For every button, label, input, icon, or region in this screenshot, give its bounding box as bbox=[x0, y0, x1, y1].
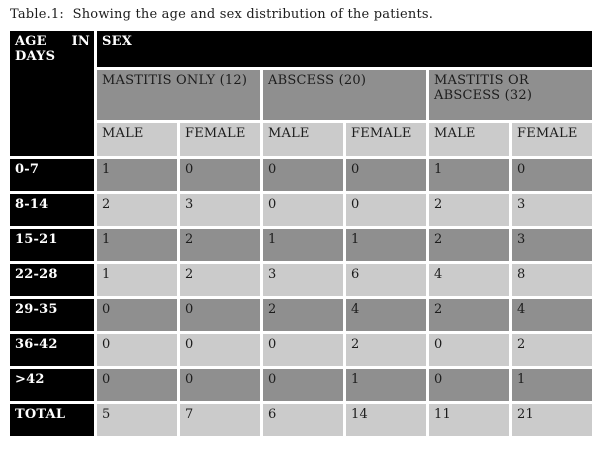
data-cell: 0 bbox=[263, 159, 343, 191]
data-cell: 0 bbox=[429, 334, 509, 366]
row-header-cell: 22-28 bbox=[10, 264, 94, 296]
row-header-cell: TOTAL bbox=[10, 404, 94, 436]
table-caption: Table.1: Showing the age and sex distrib… bbox=[10, 7, 434, 22]
data-cell: 6 bbox=[263, 404, 343, 436]
data-cell: 0 bbox=[263, 194, 343, 226]
data-cell: 2 bbox=[346, 334, 426, 366]
data-cell: 0 bbox=[263, 369, 343, 401]
group-header-cell-abscess: ABSCESS (20) bbox=[263, 70, 426, 120]
corner-header-cell: AGE IN DAYS bbox=[10, 31, 94, 156]
row-header-cell: 29-35 bbox=[10, 299, 94, 331]
sex-header-cell: SEX bbox=[97, 31, 593, 67]
row-header-cell: 8-14 bbox=[10, 194, 94, 226]
data-cell: 14 bbox=[346, 404, 426, 436]
data-cell: 3 bbox=[180, 194, 260, 226]
data-cell: 4 bbox=[346, 299, 426, 331]
data-cell: 0 bbox=[180, 369, 260, 401]
data-cell: 2 bbox=[263, 299, 343, 331]
row-header-cell: 15-21 bbox=[10, 229, 94, 261]
group-header-cell-mastitis-only: MASTITIS ONLY (12) bbox=[97, 70, 260, 120]
table-row: 8-14 2 3 0 0 2 3 bbox=[10, 194, 593, 226]
table-body: 0-7 1 0 0 0 1 0 8-14 2 3 0 0 2 3 15-21 1 2 1 1 2 3 22-28 1 2 3 6 4… bbox=[10, 159, 593, 436]
data-cell: 0 bbox=[180, 159, 260, 191]
data-cell: 5 bbox=[97, 404, 177, 436]
data-cell: 0 bbox=[97, 369, 177, 401]
data-cell: 3 bbox=[512, 194, 593, 226]
data-cell: 11 bbox=[429, 404, 509, 436]
data-cell: 21 bbox=[512, 404, 593, 436]
data-cell: 2 bbox=[180, 229, 260, 261]
data-cell: 0 bbox=[180, 299, 260, 331]
table-row: >42 0 0 0 1 0 1 bbox=[10, 369, 593, 401]
sub-header-cell-female: FEMALE bbox=[346, 123, 426, 156]
table-header: AGE IN DAYS SEX MASTITIS ONLY (12) ABSCE… bbox=[10, 31, 593, 156]
data-cell: 6 bbox=[346, 264, 426, 296]
data-cell: 2 bbox=[429, 229, 509, 261]
data-cell: 1 bbox=[429, 159, 509, 191]
data-cell: 0 bbox=[97, 299, 177, 331]
row-header-cell: >42 bbox=[10, 369, 94, 401]
table-row: 22-28 1 2 3 6 4 8 bbox=[10, 264, 593, 296]
header-row-age-sex: AGE IN DAYS SEX bbox=[10, 31, 593, 156]
data-cell: 1 bbox=[346, 229, 426, 261]
table-row: TOTAL 5 7 6 14 11 21 bbox=[10, 404, 593, 436]
data-cell: 0 bbox=[512, 159, 593, 191]
data-cell: 8 bbox=[512, 264, 593, 296]
table-row: 15-21 1 2 1 1 2 3 bbox=[10, 229, 593, 261]
data-cell: 1 bbox=[263, 229, 343, 261]
group-header-cell-mastitis-or-abscess: MASTITIS OR ABSCESS (32) bbox=[429, 70, 593, 120]
data-cell: 0 bbox=[263, 334, 343, 366]
data-cell: 2 bbox=[429, 299, 509, 331]
sub-header-cell-male: MALE bbox=[97, 123, 177, 156]
sub-header-cell-male: MALE bbox=[429, 123, 509, 156]
data-cell: 4 bbox=[512, 299, 593, 331]
header-row-groups: MASTITIS ONLY (12) ABSCESS (20) MASTITIS… bbox=[10, 70, 593, 120]
data-cell: 3 bbox=[512, 229, 593, 261]
data-cell: 4 bbox=[429, 264, 509, 296]
data-cell: 1 bbox=[512, 369, 593, 401]
page: { "caption": "Table.1: Showing the age a… bbox=[0, 7, 600, 449]
data-cell: 2 bbox=[97, 194, 177, 226]
table-row: 36-42 0 0 0 2 0 2 bbox=[10, 334, 593, 366]
patients-table: AGE IN DAYS SEX MASTITIS ONLY (12) ABSCE… bbox=[7, 28, 596, 439]
data-cell: 0 bbox=[346, 159, 426, 191]
header-row-sex-split: MALE FEMALE MALE FEMALE MALE FEMALE bbox=[10, 123, 593, 156]
data-cell: 2 bbox=[429, 194, 509, 226]
data-cell: 0 bbox=[346, 194, 426, 226]
data-cell: 0 bbox=[429, 369, 509, 401]
data-cell: 1 bbox=[346, 369, 426, 401]
row-header-cell: 0-7 bbox=[10, 159, 94, 191]
sub-header-cell-male: MALE bbox=[263, 123, 343, 156]
data-cell: 3 bbox=[263, 264, 343, 296]
table-row: 0-7 1 0 0 0 1 0 bbox=[10, 159, 593, 191]
sub-header-cell-female: FEMALE bbox=[180, 123, 260, 156]
data-cell: 2 bbox=[512, 334, 593, 366]
data-cell: 0 bbox=[180, 334, 260, 366]
table-row: 29-35 0 0 2 4 2 4 bbox=[10, 299, 593, 331]
sub-header-cell-female: FEMALE bbox=[512, 123, 593, 156]
data-cell: 7 bbox=[180, 404, 260, 436]
data-cell: 1 bbox=[97, 229, 177, 261]
data-cell: 1 bbox=[97, 159, 177, 191]
data-cell: 1 bbox=[97, 264, 177, 296]
data-cell: 0 bbox=[97, 334, 177, 366]
row-header-cell: 36-42 bbox=[10, 334, 94, 366]
data-cell: 2 bbox=[180, 264, 260, 296]
